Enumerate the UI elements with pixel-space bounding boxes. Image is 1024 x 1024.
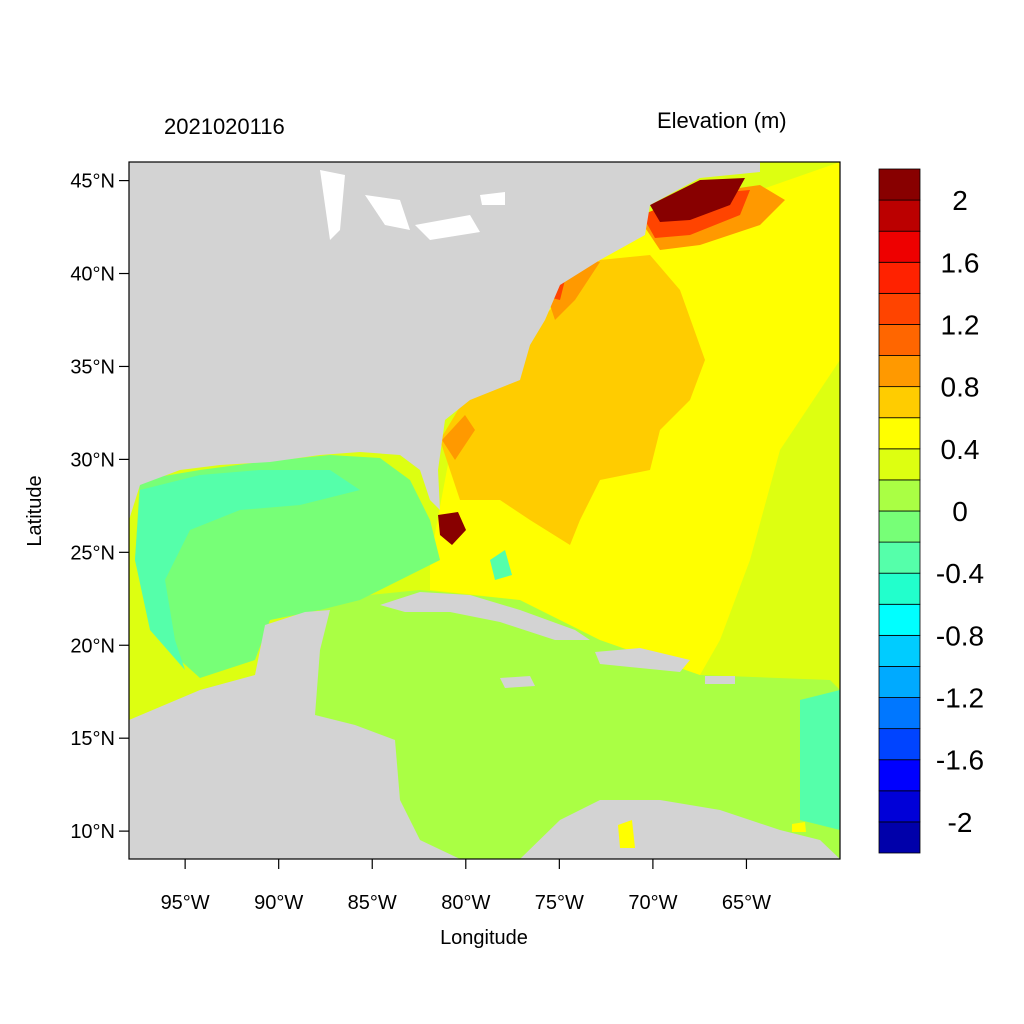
puerto-rico-land [705,676,735,684]
x-axis-label: Longitude [440,927,528,949]
lon-tick-label: 75°W [535,892,584,914]
colorbar-swatch [878,324,921,356]
colorbar-label: -2 [948,807,973,838]
lat-tick-label: 10°N [70,821,115,843]
lat-tick-label: 40°N [70,264,115,286]
colorbar: -2 -1.6 -1.2 -0.8 -0.4 0 0.4 0.8 1.2 1.6 2 [878,168,984,854]
colorbar-label: -0.4 [936,558,984,589]
colorbar-swatch [878,790,921,823]
colorbar-label: 0 [952,496,968,527]
longitude-ticks: 95°W 90°W 85°W 80°W 75°W 70°W 65°W [161,859,771,914]
colorbar-swatch [878,603,921,636]
colorbar-label: -1.6 [936,745,984,776]
colorbar-swatch [878,261,921,294]
lat-tick-label: 25°N [70,542,115,564]
south-america-land [520,800,840,859]
colorbar-label: 2 [952,185,968,216]
lat-tick-label: 35°N [70,356,115,378]
lon-tick-label: 70°W [628,892,677,914]
lon-tick-label: 90°W [254,892,303,914]
north-america-land [129,162,760,520]
shelf-field [440,255,705,545]
colorbar-swatch [878,666,921,698]
gulf-west-shelf [135,470,360,670]
colorbar-label: 0.4 [941,434,980,465]
colorbar-swatch [878,728,921,761]
colorbar-label: 0.8 [941,372,980,403]
colorbar-label: -0.8 [936,620,984,651]
shelf-edge-field [442,255,600,460]
colorbar-label: 1.2 [941,309,980,340]
colorbar-swatch [878,634,921,667]
variable-label: Elevation (m) [657,108,787,133]
colorbar-swatch [878,510,921,543]
colorbar-swatch [878,417,921,450]
colorbar-swatch [878,479,921,512]
colorbar-swatch [878,230,921,263]
colorbar-swatch [878,821,921,854]
colorbar-swatch [878,448,921,481]
cuba-land [380,592,590,640]
florida-surge [438,512,466,545]
jamaica-land [500,676,535,688]
colorbar-label: -1.2 [936,683,984,714]
colorbar-swatch [878,355,921,388]
colorbar-swatch [878,199,921,232]
lon-tick-label: 65°W [722,892,771,914]
map-frame [128,161,841,860]
y-axis-label: Latitude [24,475,46,546]
lon-tick-label: 95°W [161,892,210,914]
lon-tick-label: 80°W [441,892,490,914]
lat-tick-label: 20°N [70,635,115,657]
date-label: 2021020116 [164,114,285,139]
great-lakes [320,170,505,240]
colorbar-label: 1.6 [941,247,980,278]
central-america-land [129,610,460,859]
caribbean-field [300,590,840,859]
latitude-ticks: 45°N 40°N 35°N 30°N 25°N 20°N 15°N 10°N [70,171,129,843]
colorbar-swatch [878,168,921,201]
lon-tick-label: 85°W [348,892,397,914]
lat-tick-label: 45°N [70,171,115,193]
lat-tick-label: 30°N [70,449,115,471]
colorbar-swatch [878,541,921,574]
lat-tick-label: 15°N [70,728,115,750]
colorbar-swatch [878,697,921,730]
hispaniola-land [595,648,690,672]
map-area [129,162,840,859]
colorbar-swatch [878,572,921,605]
colorbar-swatch [878,386,921,419]
colorbar-swatch [878,292,921,325]
colorbar-swatch [878,759,921,792]
